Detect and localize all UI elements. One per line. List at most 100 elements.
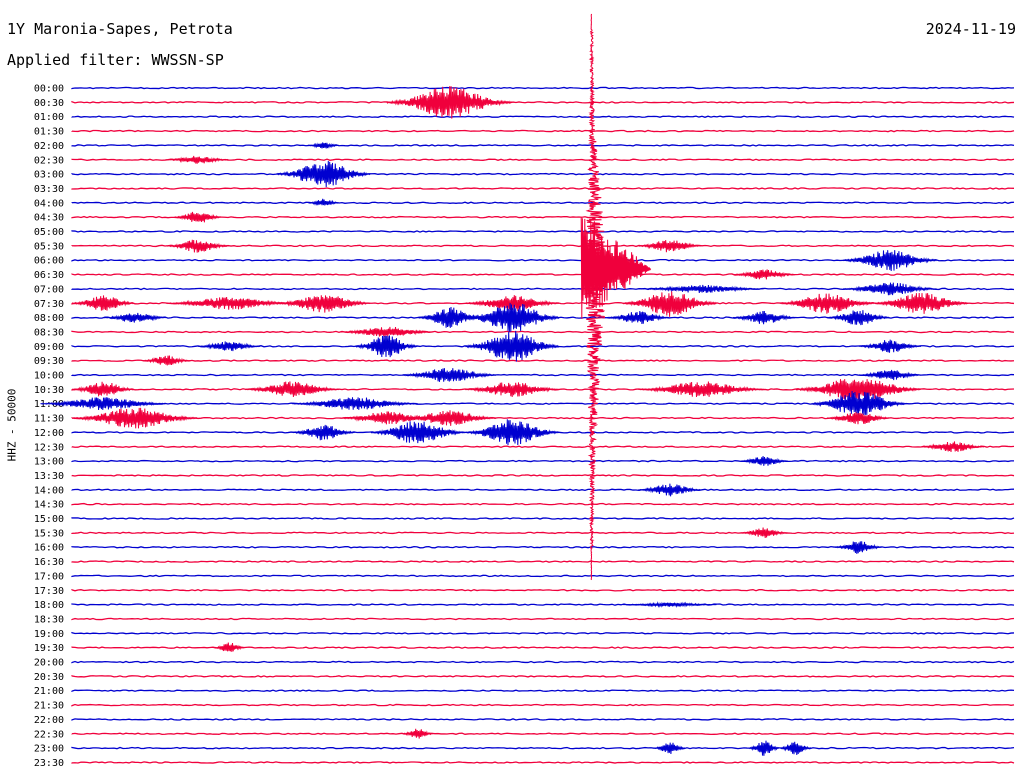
- time-label: 06:00: [34, 256, 64, 267]
- filter-label: Applied filter: WWSSN-SP: [7, 51, 224, 69]
- event-wiggle: [465, 303, 560, 332]
- event-wiggle: [732, 310, 796, 325]
- event-wiggle: [71, 381, 135, 397]
- trace-line: [71, 445, 1015, 449]
- trace-line: [71, 172, 1015, 176]
- trace-line: [71, 675, 1015, 678]
- event-wiggle: [244, 381, 340, 398]
- event-wiggle: [354, 335, 418, 358]
- major-event-trace: [583, 13, 607, 581]
- trace-line: [71, 517, 1015, 520]
- event-wiggle: [307, 198, 339, 206]
- time-label: 01:30: [34, 127, 64, 138]
- time-label: 12:00: [34, 428, 64, 439]
- trace-line: [71, 230, 1015, 233]
- time-label: 16:00: [34, 543, 64, 554]
- trace-line: [71, 631, 1015, 635]
- time-label: 09:00: [34, 342, 64, 353]
- event-wiggle: [921, 441, 985, 452]
- time-label: 11:30: [34, 414, 64, 425]
- time-label: 07:00: [34, 284, 64, 295]
- event-wiggle: [638, 483, 701, 497]
- event-wiggle: [174, 211, 222, 223]
- event-wiggle: [402, 410, 497, 426]
- time-label: 14:30: [34, 500, 64, 511]
- time-label: 23:00: [34, 744, 64, 755]
- event-wiggle: [276, 160, 371, 188]
- time-label: 18:00: [34, 600, 64, 611]
- trace-line: [71, 718, 1015, 721]
- trace-line: [71, 330, 1015, 334]
- event-wiggle: [653, 742, 686, 755]
- trace-line: [71, 603, 1015, 606]
- event-wiggle: [402, 728, 434, 739]
- event-wiggle: [465, 382, 560, 398]
- event-wiggle: [638, 284, 764, 293]
- event-wiggle: [874, 292, 969, 314]
- time-label: 10:00: [34, 371, 64, 382]
- event-wiggle: [740, 456, 788, 466]
- time-label: 02:00: [34, 141, 64, 152]
- time-label: 04:30: [34, 213, 64, 224]
- time-label: 05:30: [34, 241, 64, 252]
- trace-line: [71, 689, 1015, 693]
- time-label: 00:00: [34, 84, 64, 95]
- event-wiggle: [103, 312, 166, 323]
- event-wiggle: [402, 368, 497, 382]
- time-label: 12:30: [34, 442, 64, 453]
- event-wiggle: [858, 339, 922, 353]
- trace-line: [71, 761, 1015, 764]
- event-wiggle: [71, 407, 198, 429]
- event-wiggle: [842, 250, 938, 272]
- time-label: 08:30: [34, 327, 64, 338]
- time-label: 06:30: [34, 270, 64, 281]
- event-wiggle: [779, 741, 812, 756]
- trace-line: [71, 459, 1015, 463]
- time-label: 20:30: [34, 672, 64, 683]
- time-label: 14:00: [34, 485, 64, 496]
- event-wiggle: [740, 527, 788, 539]
- time-label: 01:00: [34, 112, 64, 123]
- time-labels: 00:00 00:30 01:00 01:30 02:00 02:30 03:00 03:30…: [34, 84, 64, 769]
- event-wiggle: [464, 330, 560, 362]
- major-event-burst: [580, 217, 652, 319]
- event-wiggle: [71, 295, 135, 311]
- trace-line: [71, 560, 1015, 563]
- trace-line: [71, 488, 1015, 492]
- time-label: 02:30: [34, 155, 64, 166]
- event-wiggle: [622, 291, 717, 317]
- time-label: 04:00: [34, 198, 64, 209]
- trace-line: [71, 703, 1015, 707]
- trace-line: [71, 359, 1015, 362]
- event-wiggle: [638, 381, 764, 398]
- time-label: 20:00: [34, 658, 64, 669]
- event-wiggle: [748, 740, 780, 756]
- time-label: 11:00: [34, 399, 64, 410]
- date-label: 2024-11-19: [925, 20, 1016, 38]
- time-label: 21:00: [34, 686, 64, 697]
- time-label: 23:30: [34, 758, 64, 769]
- time-label: 07:30: [34, 299, 64, 310]
- seismic-events: [40, 13, 985, 756]
- trace-line: [71, 115, 1015, 118]
- time-label: 15:30: [34, 528, 64, 539]
- event-wiggle: [213, 642, 245, 652]
- trace-line: [71, 201, 1015, 205]
- time-label: 08:00: [34, 313, 64, 324]
- time-label: 22:30: [34, 729, 64, 740]
- event-wiggle: [417, 306, 481, 328]
- trace-line: [71, 144, 1015, 147]
- time-label: 21:30: [34, 701, 64, 712]
- event-wiggle: [464, 419, 560, 446]
- event-wiggle: [386, 86, 513, 119]
- trace-line: [71, 746, 1015, 750]
- time-label: 13:00: [34, 457, 64, 468]
- time-label: 03:00: [34, 170, 64, 181]
- event-wiggle: [465, 295, 560, 312]
- event-wiggle: [622, 601, 717, 609]
- event-wiggle: [276, 295, 371, 313]
- event-wiggle: [197, 341, 261, 352]
- time-label: 03:30: [34, 184, 64, 195]
- trace-line: [71, 215, 1015, 219]
- trace-line: [71, 660, 1015, 664]
